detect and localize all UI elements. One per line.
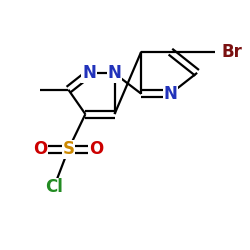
Text: Br: Br bbox=[222, 43, 242, 61]
Text: S: S bbox=[62, 140, 74, 158]
Text: O: O bbox=[33, 140, 48, 158]
Text: N: N bbox=[82, 64, 96, 82]
Text: O: O bbox=[89, 140, 104, 158]
Text: N: N bbox=[164, 85, 177, 103]
Text: Cl: Cl bbox=[45, 178, 63, 196]
Text: N: N bbox=[108, 64, 122, 82]
